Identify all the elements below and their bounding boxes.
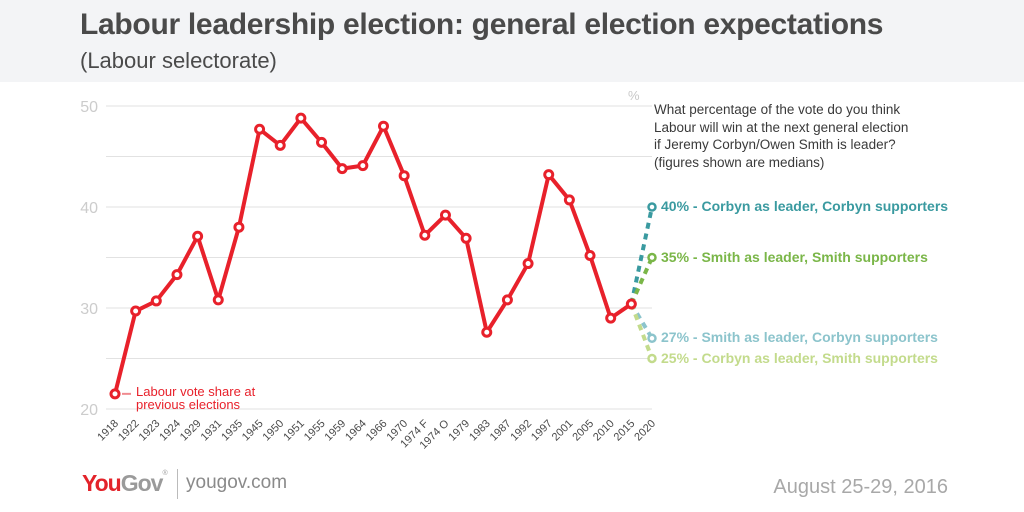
yougov-logo: YouGov® xyxy=(82,470,168,497)
chart-subtitle: (Labour selectorate) xyxy=(80,48,277,73)
projection-point xyxy=(647,202,657,212)
data-point xyxy=(192,230,204,242)
question-line: What percentage of the vote do you think xyxy=(654,102,901,117)
x-tick-label: 1950 xyxy=(261,418,287,444)
x-tick-label: 1923 xyxy=(137,418,163,444)
x-tick-label: 1955 xyxy=(302,418,328,444)
y-tick-label: 40 xyxy=(80,200,98,217)
series-line xyxy=(113,116,633,395)
data-point xyxy=(522,258,534,270)
projection-label: 27% - Smith as leader, Corbyn supporters xyxy=(661,329,938,346)
projection-label: 40% - Corbyn as leader, Corbyn supporter… xyxy=(661,198,949,214)
chart-title: Labour leadership election: general elec… xyxy=(80,8,884,41)
data-point xyxy=(336,163,348,175)
logo-you: You xyxy=(82,470,122,496)
header: Labour leadership election: general elec… xyxy=(0,0,1024,82)
series-annotation: Labour vote share at previous elections xyxy=(136,385,255,411)
projection-line xyxy=(629,302,654,340)
x-tick-label: 2001 xyxy=(550,418,576,444)
x-tick-label: 1964 xyxy=(343,418,369,444)
annotation-line: Labour vote share at xyxy=(136,384,256,399)
data-point xyxy=(378,120,389,132)
y-tick-label: 30 xyxy=(80,301,98,318)
question-text: What percentage of the vote do you think… xyxy=(654,101,974,171)
data-point xyxy=(274,139,286,151)
projection-label: 35% - Smith as leader, Smith supporters xyxy=(661,248,928,265)
data-point xyxy=(439,209,451,221)
projection-line xyxy=(629,303,654,360)
data-point xyxy=(460,232,472,244)
question-line: (figures shown are medians) xyxy=(654,154,825,170)
logo-registered-mark: ® xyxy=(162,470,167,477)
x-tick-label: 2010 xyxy=(591,418,617,444)
x-tick-label: 2005 xyxy=(570,418,596,444)
x-tick-label: 1945 xyxy=(240,418,266,444)
x-tick-label: 1935 xyxy=(219,418,245,444)
projection-line xyxy=(629,256,654,305)
projection-point xyxy=(647,252,657,263)
data-point xyxy=(171,269,183,281)
x-tick-label: 2020 xyxy=(632,418,658,444)
data-point xyxy=(130,305,142,317)
data-point xyxy=(605,312,617,324)
x-tick-label: 1966 xyxy=(364,418,390,444)
data-point xyxy=(481,326,493,338)
data-point xyxy=(212,294,224,306)
x-tick-label: 1924 xyxy=(157,418,183,444)
x-tick-label: 1987 xyxy=(488,418,514,444)
data-point xyxy=(150,295,162,307)
footer-url[interactable]: yougov.com xyxy=(186,472,288,493)
x-tick-label: 1931 xyxy=(199,418,225,444)
data-point xyxy=(295,112,307,124)
data-point xyxy=(584,249,596,261)
data-point xyxy=(563,194,575,206)
data-point xyxy=(625,298,637,310)
question-line: Labour will win at the next general elec… xyxy=(654,119,909,135)
data-point xyxy=(254,123,266,135)
x-tick-label: 1959 xyxy=(323,418,349,444)
data-point xyxy=(501,294,513,306)
logo-gov: Gov xyxy=(120,470,164,496)
x-tick-label: 1922 xyxy=(116,418,142,444)
fieldwork-date: August 25-29, 2016 xyxy=(773,476,948,498)
projection-line xyxy=(629,206,654,305)
x-tick-label: 2015 xyxy=(612,418,638,444)
x-tick-label: 1997 xyxy=(529,418,555,444)
projection-point xyxy=(647,353,657,364)
projection-label: 25% - Corbyn as leader, Smith supporters xyxy=(661,349,938,366)
question-line: if Jeremy Corbyn/Owen Smith is leader? xyxy=(654,137,896,152)
data-point xyxy=(316,136,328,148)
data-point xyxy=(109,388,121,400)
data-point xyxy=(357,160,369,172)
data-point xyxy=(233,221,245,233)
y-tick-label: 50 xyxy=(80,99,98,116)
footer-divider xyxy=(177,469,178,499)
x-tick-label: 1918 xyxy=(95,418,121,444)
x-tick-label: 1983 xyxy=(467,418,493,444)
data-point xyxy=(398,170,410,182)
x-tick-label: 1992 xyxy=(508,418,534,444)
y-unit-label: % xyxy=(628,88,640,103)
projection-point xyxy=(647,333,657,344)
annotation-line: previous elections xyxy=(136,397,241,412)
data-point xyxy=(543,169,555,181)
x-tick-label: 1929 xyxy=(178,418,204,444)
x-tick-label: 1951 xyxy=(281,418,307,444)
x-tick-label: 1979 xyxy=(446,418,472,444)
y-tick-label: 20 xyxy=(80,402,98,419)
data-point xyxy=(419,229,431,241)
